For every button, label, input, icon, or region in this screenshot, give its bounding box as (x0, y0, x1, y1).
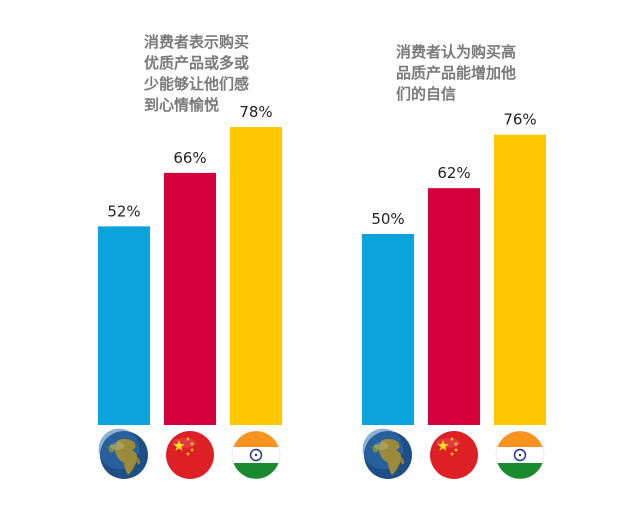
chart-2-group: 50% 62% 76% (362, 111, 546, 480)
china-flag-icon (166, 431, 214, 479)
bar-india-1 (230, 127, 282, 425)
globe-icon (98, 428, 148, 479)
india-flag-icon (231, 430, 281, 480)
value-label-china-2: 62% (437, 164, 470, 182)
bar-world-2 (362, 234, 414, 425)
value-label-india-2: 76% (503, 111, 536, 129)
bar-india-2 (494, 134, 546, 425)
bar-china-2 (428, 188, 480, 425)
bar-world-1 (98, 226, 150, 425)
value-label-india-1: 78% (239, 103, 272, 121)
value-label-world-1: 52% (107, 202, 140, 220)
chart-1-group: 52% 66% 78% (98, 103, 282, 480)
china-flag-icon (430, 431, 478, 479)
chart-1-title: 消费者表示购买 优质产品或多或 少能够让他们感 到心情愉悦 (144, 33, 250, 114)
chart-2-title: 消费者认为购买高 品质产品能增加他 们的自信 (396, 43, 517, 103)
value-label-world-2: 50% (371, 210, 404, 228)
bar-china-1 (164, 172, 216, 425)
globe-icon (362, 428, 412, 479)
india-flag-icon (495, 430, 545, 480)
value-label-china-1: 66% (173, 149, 206, 167)
